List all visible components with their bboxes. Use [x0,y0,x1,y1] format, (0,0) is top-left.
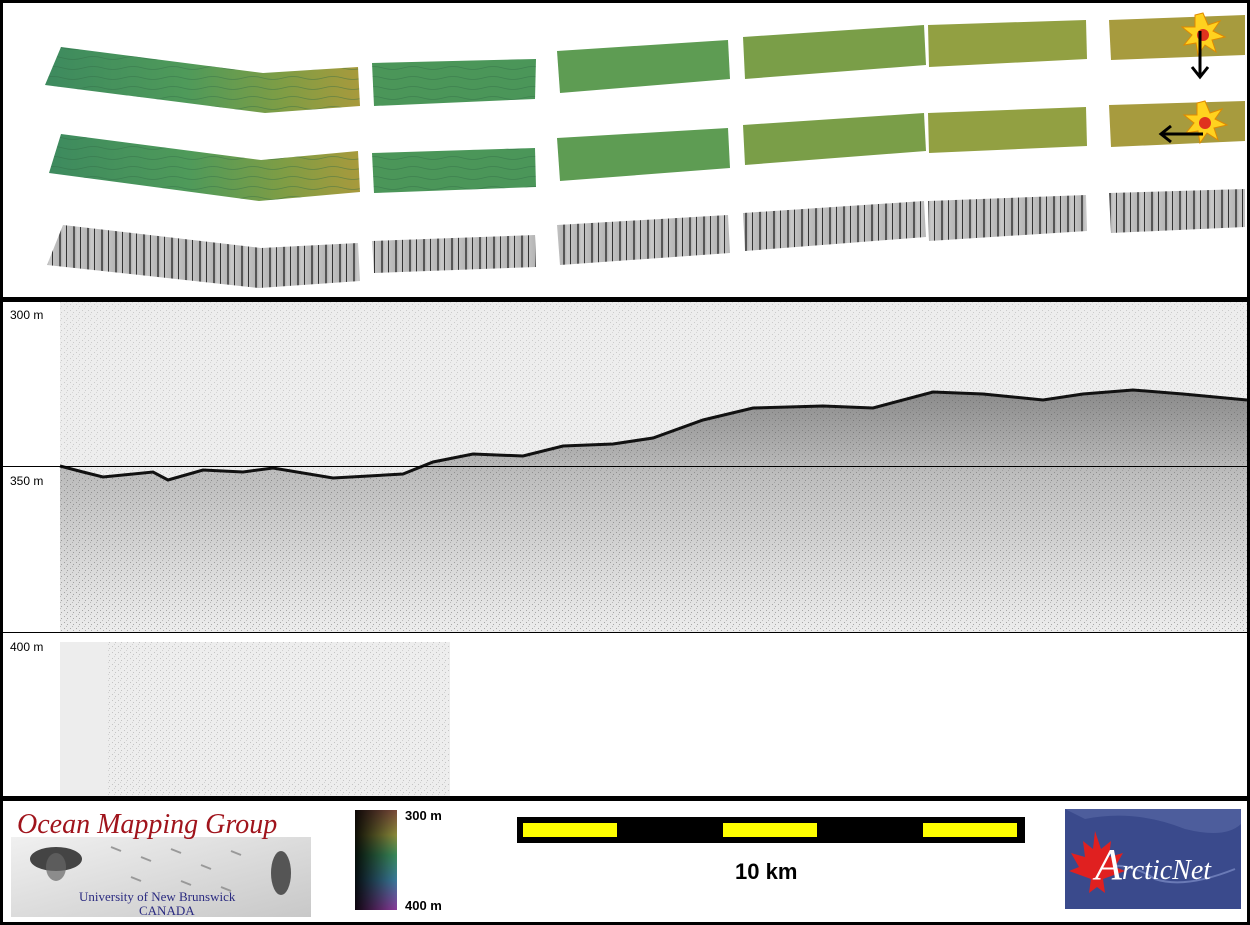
footer-panel: Ocean Mapping Group University of New Br… [3,801,1247,922]
depth-label-350: 350 m [10,474,44,488]
arrow-down-icon [1190,31,1210,80]
arrow-left-icon [1158,124,1203,144]
colorbar-top-label: 300 m [405,808,442,823]
seabed-reflector [59,388,1247,482]
sun-marker-bottom [1182,100,1229,145]
logo-university: University of New Brunswick [79,889,236,904]
depth-line-350 [3,466,1247,467]
depth-label-300: 300 m [10,308,44,322]
scale-label: 10 km [735,859,798,884]
bathymetry-strip-north [45,15,1245,113]
depth-colorbar [355,810,397,910]
scale-bar [517,817,1025,843]
mosaic-strips-svg [45,12,1245,288]
logo-title: Ocean Mapping Group [17,809,278,840]
backscatter-strip [47,189,1245,288]
profile-panel: 300 m 350 m 400 m [3,302,1247,796]
arcticnet-logo: ArcticNet [1065,809,1241,909]
bathymetry-strip-west [49,101,1245,201]
maple-leaf-icon [1065,809,1241,893]
depth-line-400 [3,632,1247,633]
logo-country: CANADA [139,903,195,918]
depth-label-400: 400 m [10,640,44,654]
profile-svg [59,302,1247,796]
seafloor-logo-image [11,837,311,917]
colorbar-bottom-label: 400 m [405,898,442,913]
arcticnet-wordmark: ArcticNet [1095,840,1212,889]
mosaic-panel [3,3,1247,297]
